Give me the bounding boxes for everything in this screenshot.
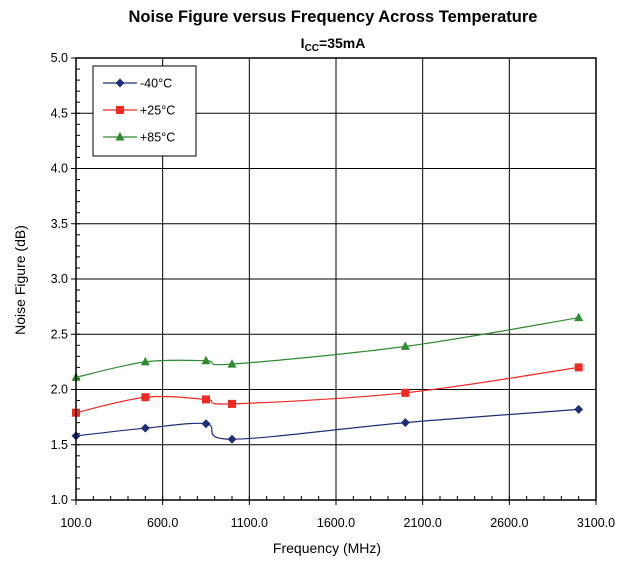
y-tick-label: 1.5 — [51, 438, 68, 452]
x-tick-label: 1600.0 — [317, 516, 355, 530]
y-axis-label: Noise Figure (dB) — [12, 225, 28, 335]
data-point — [574, 363, 583, 372]
series-1 — [71, 404, 584, 444]
subtitle-sub: CC — [305, 43, 319, 54]
legend-label: +25°C — [140, 104, 175, 118]
legend-marker — [115, 78, 125, 88]
subtitle-rest: =35mA — [319, 35, 365, 51]
y-tick-label: 5.0 — [51, 51, 68, 65]
series-line — [75, 366, 579, 414]
data-point — [202, 395, 210, 404]
legend-label: -40°C — [140, 77, 172, 91]
x-tick-label: 2600.0 — [490, 516, 528, 530]
series-2 — [72, 363, 583, 417]
data-point — [228, 399, 236, 408]
legend-item: +25°C — [103, 104, 175, 118]
y-tick-label: 4.5 — [51, 106, 68, 120]
x-tick-label: 2100.0 — [404, 516, 442, 530]
x-tick-label: 100.0 — [60, 516, 91, 530]
x-axis-label: Frequency (MHz) — [273, 540, 381, 556]
data-point — [400, 418, 410, 428]
data-point — [201, 355, 211, 365]
chart-title: Noise Figure versus Frequency Across Tem… — [129, 8, 538, 26]
y-tick-label: 4.0 — [51, 162, 68, 176]
y-tick-label: 3.0 — [51, 272, 68, 286]
y-tick-label: 2.0 — [51, 383, 68, 397]
subtitle-main: I — [301, 35, 305, 51]
series-line — [75, 317, 579, 378]
data-point — [227, 434, 237, 444]
data-point — [227, 359, 237, 368]
data-series — [71, 312, 584, 444]
x-tick-label: 3100.0 — [577, 516, 615, 530]
legend-box — [92, 65, 197, 157]
data-point — [141, 393, 150, 402]
legend-marker — [115, 132, 125, 141]
legend-item: +85°C — [103, 131, 175, 145]
data-point — [401, 388, 410, 397]
y-tick-label: 2.5 — [51, 327, 68, 341]
series-line — [75, 408, 579, 440]
legend: -40°C +25°C +85°C — [92, 65, 197, 157]
plot-frame — [75, 57, 597, 501]
y-tick-label: 3.5 — [51, 217, 68, 231]
series-3 — [71, 312, 584, 381]
data-point — [140, 356, 150, 366]
chart-subtitle: ICC=35mA — [301, 35, 366, 54]
y-tick-label: 1.0 — [51, 493, 68, 507]
legend-label: +85°C — [140, 131, 175, 145]
legend-marker — [116, 106, 124, 114]
x-tick-label: 600.0 — [147, 516, 178, 530]
data-point — [201, 419, 211, 429]
legend-item: -40°C — [103, 77, 172, 91]
data-point — [400, 341, 410, 350]
data-point — [140, 423, 150, 433]
data-point — [574, 404, 584, 414]
data-point — [574, 312, 584, 322]
x-tick-label: 1100.0 — [231, 516, 268, 530]
